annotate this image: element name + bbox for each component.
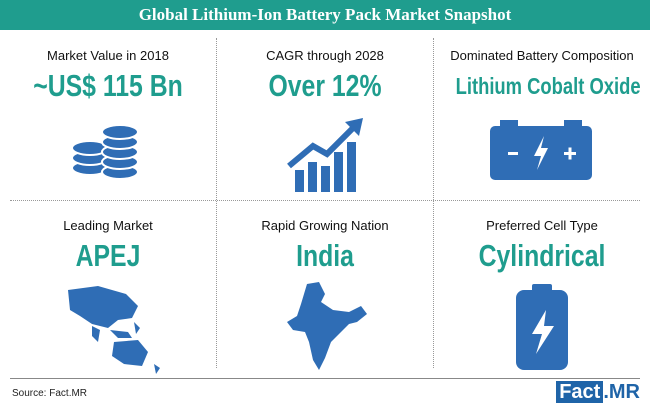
logo: Fact .MR bbox=[556, 381, 640, 404]
coins-icon bbox=[71, 124, 139, 180]
stat-label: Rapid Growing Nation bbox=[261, 218, 389, 233]
stat-value: Lithium Cobalt Oxide bbox=[455, 73, 641, 99]
stat-cell: Rapid Growing Nation India bbox=[217, 200, 433, 370]
divider bbox=[10, 200, 640, 201]
stat-cell: CAGR through 2028 Over 12% bbox=[217, 30, 433, 200]
divider bbox=[433, 38, 434, 368]
stat-cell: Dominated Battery Composition Lithium Co… bbox=[434, 30, 650, 200]
growth-icon bbox=[287, 118, 363, 192]
stat-cell: Market Value in 2018 ~US$ 115 Bn bbox=[0, 30, 216, 200]
india-map bbox=[287, 282, 367, 370]
cell-icon bbox=[516, 284, 568, 370]
stat-label: Leading Market bbox=[63, 218, 153, 233]
footer-rule bbox=[10, 378, 640, 379]
source: Source: Fact.MR bbox=[12, 388, 88, 399]
stat-value: Cylindrical bbox=[478, 238, 606, 273]
divider bbox=[216, 38, 217, 368]
apej-map bbox=[68, 286, 160, 374]
stat-label: Dominated Battery Composition bbox=[450, 48, 634, 63]
battery-icon bbox=[490, 120, 592, 180]
stat-value: India bbox=[296, 238, 354, 273]
stat-cell: Preferred Cell Type Cylindrical bbox=[434, 200, 650, 370]
stat-value: Over 12% bbox=[268, 68, 382, 103]
stat-value: APEJ bbox=[75, 238, 141, 273]
title: Global Lithium-Ion Battery Pack Market S… bbox=[0, 0, 650, 30]
logo-brand: Fact bbox=[556, 381, 604, 403]
stat-value: ~US$ 115 Bn bbox=[33, 68, 183, 103]
stat-label: Market Value in 2018 bbox=[47, 48, 169, 63]
stat-cell: Leading Market APEJ bbox=[0, 200, 216, 374]
stat-label: CAGR through 2028 bbox=[266, 48, 384, 63]
logo-suffix: .MR bbox=[603, 381, 640, 403]
stat-label: Preferred Cell Type bbox=[486, 218, 598, 233]
